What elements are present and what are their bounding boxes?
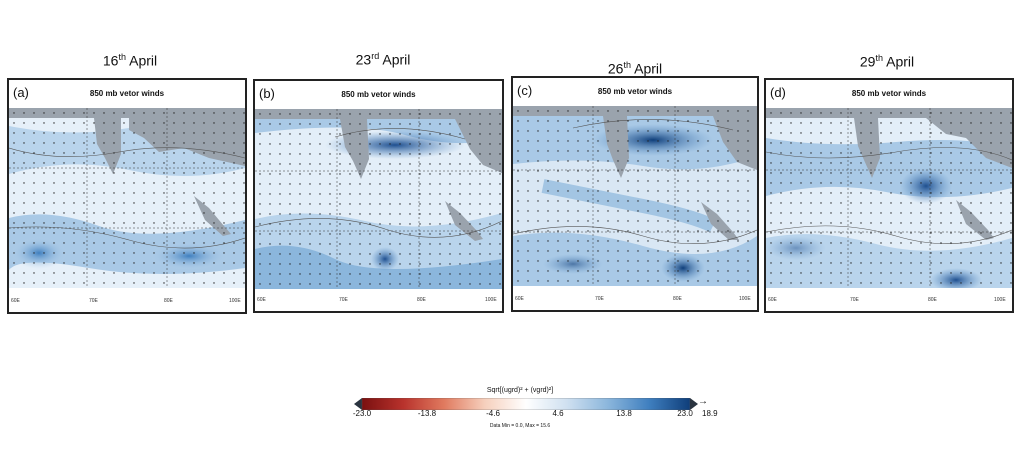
reference-arrow-icon: → (698, 396, 708, 407)
lon-tick: 100E (485, 297, 497, 303)
legend-tick: 4.6 (552, 409, 564, 418)
legend-right-arrow (690, 398, 698, 410)
title-month: April (379, 51, 411, 68)
lon-tick: 70E (89, 298, 98, 304)
lon-tick: 70E (850, 297, 859, 303)
legend-tick: -13.8 (417, 409, 437, 418)
map-panel-c: (c) 850 mb vetor winds 60E 70E 80E 100E (511, 76, 759, 312)
title-month: April (630, 60, 663, 77)
title-day: 23 (355, 51, 372, 68)
legend-title: Sqrt[(ugrd)² + (vgrd)²] (486, 387, 554, 394)
map-panel-a: (a) 850 mb vetor winds 60E 70E 80E 100E (7, 78, 247, 314)
data-minmax: Data Min = 0.0, Max = 15.6 (489, 423, 551, 429)
lon-tick: 80E (417, 297, 426, 303)
lon-tick: 70E (595, 296, 604, 302)
legend-tick: -23.0 (352, 409, 372, 418)
lon-tick: 100E (739, 296, 751, 302)
panel-subtitle: 850 mb vetor winds (597, 87, 673, 96)
map-panel-d: (d) 850 mb vetor winds 60E 70E 80E 100E (764, 78, 1014, 313)
title-day: 29 (859, 53, 876, 70)
legend-tick: 23.0 (677, 409, 693, 418)
title-month: April (125, 52, 158, 69)
wind-map (255, 109, 502, 289)
panel-title-a: 16th April (50, 52, 210, 69)
panel-subtitle: 850 mb vetor winds (851, 89, 927, 98)
lon-tick: 100E (229, 298, 241, 304)
lon-tick: 60E (515, 296, 524, 302)
title-suffix: rd (371, 51, 380, 61)
wind-map (766, 108, 1012, 288)
wind-map (513, 106, 757, 286)
panel-subtitle: 850 mb vetor winds (341, 90, 416, 99)
legend-left-arrow (354, 398, 362, 410)
title-suffix: th (623, 60, 631, 70)
lon-tick: 60E (11, 298, 20, 304)
legend-tick: -4.6 (486, 409, 500, 418)
title-suffix: th (875, 53, 883, 63)
lon-tick: 80E (928, 297, 937, 303)
title-day: 16 (102, 52, 119, 69)
title-month: April (882, 53, 915, 70)
panel-title-c: 26th April (555, 60, 715, 77)
lon-tick: 70E (339, 297, 348, 303)
panel-label: (b) (259, 86, 275, 101)
reference-arrow-value: 18.9 (702, 409, 718, 418)
lon-tick: 80E (164, 298, 173, 304)
panel-label: (a) (13, 85, 29, 100)
panel-label: (c) (517, 83, 533, 98)
lon-tick: 100E (994, 297, 1006, 303)
lon-tick: 60E (257, 297, 266, 303)
lon-tick: 60E (768, 297, 777, 303)
legend-colorbar (354, 398, 698, 410)
title-day: 26 (607, 60, 624, 77)
map-panel-b: (b) 850 mb vetor winds 60E 70E 80E 100E (253, 79, 504, 313)
wind-map (9, 108, 245, 288)
lon-tick: 80E (673, 296, 682, 302)
title-suffix: th (118, 52, 126, 62)
panel-subtitle: 850 mb vetor winds (89, 89, 165, 98)
color-legend: Sqrt[(ugrd)² + (vgrd)²] -23.0 -13.8 -4.6… (340, 380, 720, 460)
panel-title-d: 29th April (807, 53, 967, 70)
panel-title-b: 23rd April (303, 51, 463, 68)
panel-label: (d) (770, 85, 786, 100)
legend-tick: 13.8 (616, 409, 632, 418)
